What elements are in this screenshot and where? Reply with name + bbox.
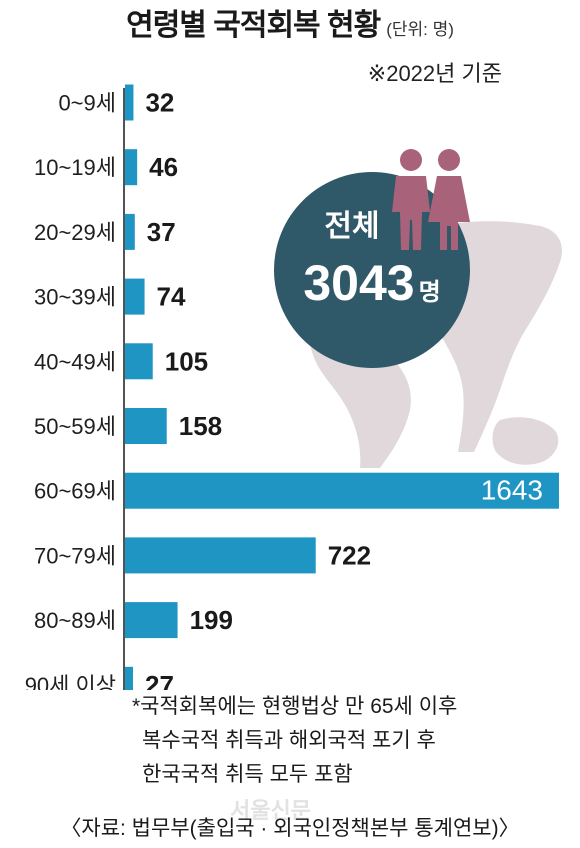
bar-6 [125,408,167,444]
bar-4 [125,278,145,315]
people-icon [392,149,470,250]
value-label-6: 158 [179,411,222,441]
category-label-4: 30~39세 [34,285,116,310]
footnote-line-3: 한국국적 취득 모두 포함 [142,763,353,786]
watermark: 서울신문 [230,798,311,823]
value-label-4: 74 [157,282,186,312]
bar-3 [125,213,135,250]
map-oceania [492,417,559,465]
source-note: 〈자료: 법무부(출입국 · 외국인정책본부 통계연보)〉 [60,817,520,840]
category-label-7: 60~69세 [34,479,116,504]
total-label: 전체 [324,210,379,243]
bar-5 [125,343,153,380]
value-label-10: 27 [145,670,174,690]
value-label-2: 46 [149,152,178,182]
total-unit: 명 [419,279,441,306]
bar-1 [125,84,134,121]
value-label-9: 199 [190,605,233,635]
footnote-line-2: 복수국적 취득과 해외국적 포기 후 [142,729,436,752]
category-label-10: 90세 이상 [25,673,116,690]
bar-9 [125,602,178,639]
total-value: 3043 [303,255,414,311]
footnote: *국적회복에는 현행법상 만 65세 이후 복수국적 취득과 해외국적 포기 후… [132,690,572,792]
chart-title: 연령별 국적회복 현황 [126,9,381,42]
category-label-5: 40~49세 [34,349,116,374]
total-value-line: 3043 명 [303,255,440,311]
basis-note: ※2022년 기준 [367,61,502,86]
bar-10 [125,666,133,690]
title-row: 연령별 국적회복 현황 (단위: 명) [0,0,580,44]
bar-chart: 전체 3043 명 0~9세 32 10~19세 46 20~29세 37 30~39세 74 4… [25,84,562,690]
bar-2 [125,149,138,186]
footnote-line-1: *국적회복에는 현행법상 만 65세 이후 [132,695,458,718]
category-label-9: 80~89세 [34,608,116,633]
value-label-7: 1643 [481,475,543,506]
unit-note: (단위: 명) [386,20,454,39]
category-label-6: 50~59세 [34,414,116,439]
value-label-5: 105 [165,346,208,376]
category-label-8: 70~79세 [34,543,116,568]
category-label-2: 10~19세 [34,155,116,180]
bars-layer: 0~9세 32 10~19세 46 20~29세 37 30~39세 74 40~49세 105 5… [25,84,559,690]
bar-8 [125,537,316,574]
value-label-3: 37 [147,217,176,247]
value-label-1: 32 [145,88,174,118]
bar-7 [125,472,559,509]
category-label-1: 0~9세 [58,91,116,116]
category-label-3: 20~29세 [34,220,116,245]
value-label-8: 722 [328,540,371,570]
